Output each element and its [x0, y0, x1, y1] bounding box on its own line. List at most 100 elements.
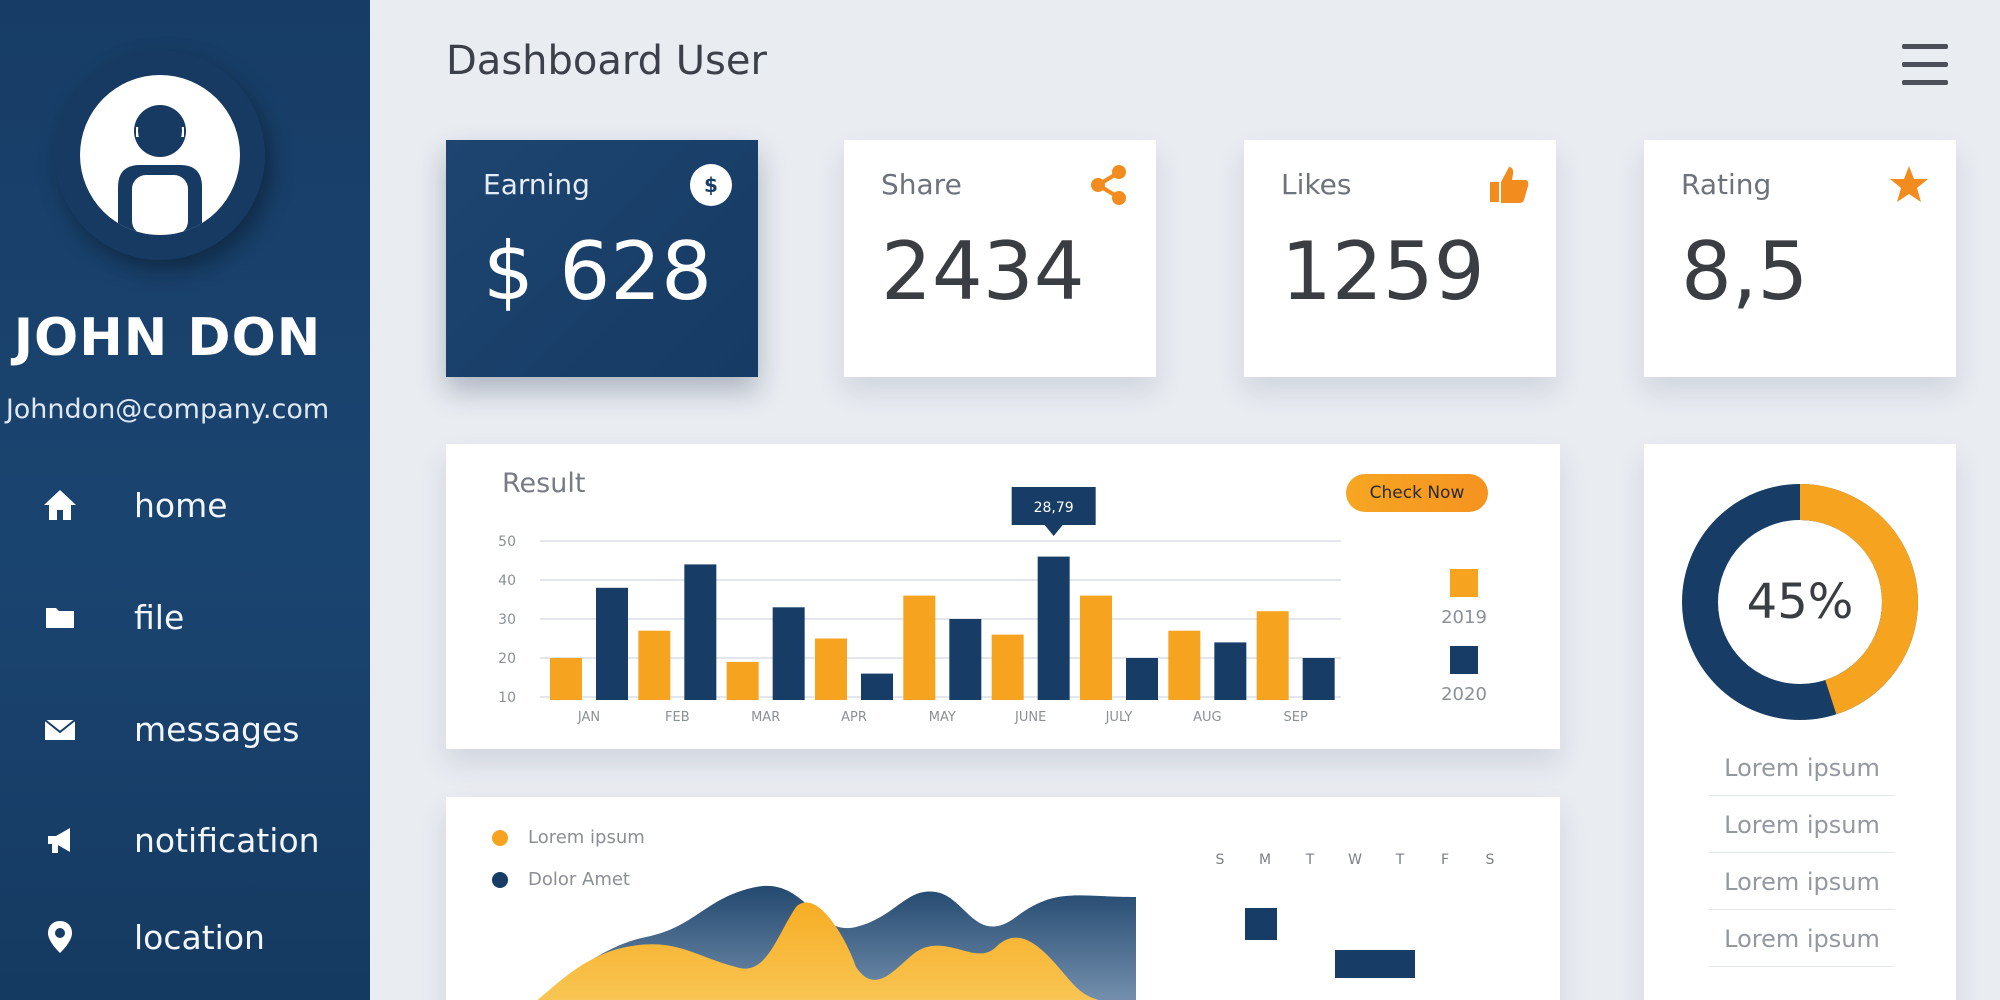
- list-item[interactable]: Lorem ipsum: [1709, 797, 1895, 853]
- calendar-day-header: S: [1485, 852, 1495, 868]
- list-item[interactable]: Lorem ipsum: [1709, 854, 1895, 910]
- chart-title: Result: [502, 468, 586, 499]
- area-chart-panel: Lorem ipsum Dolor Amet S M T W T F S: [446, 797, 1560, 1000]
- calendar-day-header: F: [1440, 852, 1450, 868]
- x-tick-label: JUNE: [1014, 710, 1046, 725]
- home-icon: [40, 485, 80, 525]
- star-icon: [1886, 162, 1932, 208]
- sidebar-item-home[interactable]: home: [0, 470, 370, 540]
- avatar[interactable]: [55, 50, 265, 260]
- bar-2019-mar: [726, 661, 759, 700]
- legend-marker: [1450, 569, 1478, 597]
- dollar-icon: $: [688, 162, 734, 208]
- calendar-day-header: T: [1395, 852, 1405, 868]
- y-tick-label: 20: [498, 651, 516, 667]
- bar-2019-sep: [1256, 611, 1289, 700]
- sidebar-item-notification[interactable]: notification: [0, 805, 370, 875]
- bar-2020-jan: [596, 587, 628, 700]
- legend-marker: [492, 829, 508, 846]
- hamburger-menu-icon[interactable]: [1902, 44, 1948, 86]
- rating-card[interactable]: Rating 8,5: [1644, 140, 1956, 377]
- x-tick-label: MAY: [929, 710, 956, 725]
- earning-card[interactable]: Earning $ 628 $: [446, 140, 758, 377]
- x-tick-label: AUG: [1193, 710, 1221, 725]
- card-value: 2434: [881, 225, 1085, 318]
- svg-text:$: $: [704, 173, 718, 197]
- result-chart-panel: Result Check Now 10 20 30 40 50 JAN FEB MAR APR M…: [446, 444, 1560, 749]
- list-item[interactable]: Lorem ipsum: [1709, 911, 1895, 967]
- legend-marker: [1450, 646, 1478, 674]
- legend-item: Lorem ipsum: [492, 827, 645, 848]
- legend-label: Lorem ipsum: [528, 827, 645, 848]
- folder-icon: [40, 597, 80, 637]
- bar-chart: 10 20 30 40 50 JAN FEB MAR APR MAY JUNE JULY AUG SEP 2…: [498, 487, 1487, 725]
- x-tick-label: JULY: [1105, 710, 1133, 725]
- sidebar-item-label: file: [134, 597, 185, 637]
- legend-label: 2020: [1441, 684, 1487, 705]
- list-item[interactable]: Lorem ipsum: [1709, 740, 1895, 796]
- user-avatar-icon: [80, 75, 240, 235]
- x-tick-label: JAN: [577, 710, 600, 725]
- card-label: Likes: [1281, 168, 1352, 201]
- share-card[interactable]: Share 2434: [844, 140, 1156, 377]
- progress-panel: 45% Lorem ipsum Lorem ipsum Lorem ipsum …: [1644, 444, 1956, 1000]
- megaphone-icon: [40, 820, 80, 860]
- legend-marker: [492, 871, 508, 888]
- calendar-day-header: S: [1215, 852, 1225, 868]
- calendar-day-header: W: [1348, 852, 1362, 868]
- y-tick-label: 30: [498, 612, 516, 628]
- bar-2019-aug: [1168, 630, 1201, 700]
- sidebar-item-location[interactable]: location: [0, 902, 370, 972]
- legend-label: Dolor Amet: [528, 869, 630, 890]
- calendar-selected-day[interactable]: [1245, 908, 1277, 940]
- x-tick-label: SEP: [1284, 710, 1308, 725]
- bar-2020-sep: [1302, 658, 1335, 700]
- thumbs-up-icon: [1486, 162, 1532, 208]
- calendar-day-header: T: [1305, 852, 1315, 868]
- user-email: Johndon@company.com: [5, 394, 330, 425]
- donut-chart: 45%: [1680, 482, 1920, 722]
- card-label: Rating: [1681, 168, 1772, 201]
- bar-2020-june: [1037, 556, 1070, 700]
- tooltip-label: 28,79: [1034, 500, 1074, 516]
- bar-2019-jan: [550, 658, 582, 700]
- area-chart: [537, 885, 1136, 1000]
- card-label: Share: [881, 168, 962, 201]
- bar-2019-may: [903, 595, 936, 700]
- sidebar-item-file[interactable]: file: [0, 582, 370, 652]
- y-tick-label: 40: [498, 573, 516, 589]
- card-value: 8,5: [1681, 225, 1809, 318]
- bar-2019-july: [1080, 595, 1112, 700]
- bar-2020-mar: [772, 607, 805, 700]
- bar-2019-apr: [815, 638, 847, 700]
- legend-item: Dolor Amet: [492, 869, 630, 890]
- bar-2019-feb: [638, 630, 671, 700]
- x-tick-label: MAR: [751, 710, 780, 725]
- tooltip-box: [1011, 487, 1096, 525]
- tooltip-pointer: [1044, 525, 1063, 536]
- sidebar-item-messages[interactable]: messages: [0, 694, 370, 764]
- y-tick-label: 10: [498, 690, 516, 706]
- card-label: Earning: [483, 168, 590, 201]
- sidebar-item-label: location: [134, 917, 265, 957]
- calendar-selected-range[interactable]: [1335, 950, 1415, 978]
- likes-card[interactable]: Likes 1259: [1244, 140, 1556, 377]
- bar-2020-may: [949, 619, 982, 700]
- x-tick-label: FEB: [665, 710, 690, 725]
- card-value: $ 628: [483, 225, 713, 318]
- bar-2020-apr: [861, 673, 893, 700]
- envelope-icon: [40, 709, 80, 749]
- bar-2020-feb: [684, 564, 717, 700]
- sidebar-item-label: messages: [134, 709, 300, 749]
- y-tick-label: 50: [498, 534, 516, 550]
- donut-progress-arc: [1682, 484, 1918, 720]
- sidebar-item-label: notification: [134, 820, 320, 860]
- legend-label: 2019: [1441, 607, 1487, 628]
- page-title: Dashboard User: [446, 38, 767, 84]
- sidebar: JOHN DON Johndon@company.com home file m…: [0, 0, 370, 1000]
- bar-2020-aug: [1214, 642, 1247, 700]
- user-name: JOHN DON: [13, 308, 322, 368]
- check-now-button[interactable]: Check Now: [1346, 474, 1488, 512]
- bar-2020-july: [1126, 658, 1158, 700]
- bar-2019-june: [991, 634, 1024, 700]
